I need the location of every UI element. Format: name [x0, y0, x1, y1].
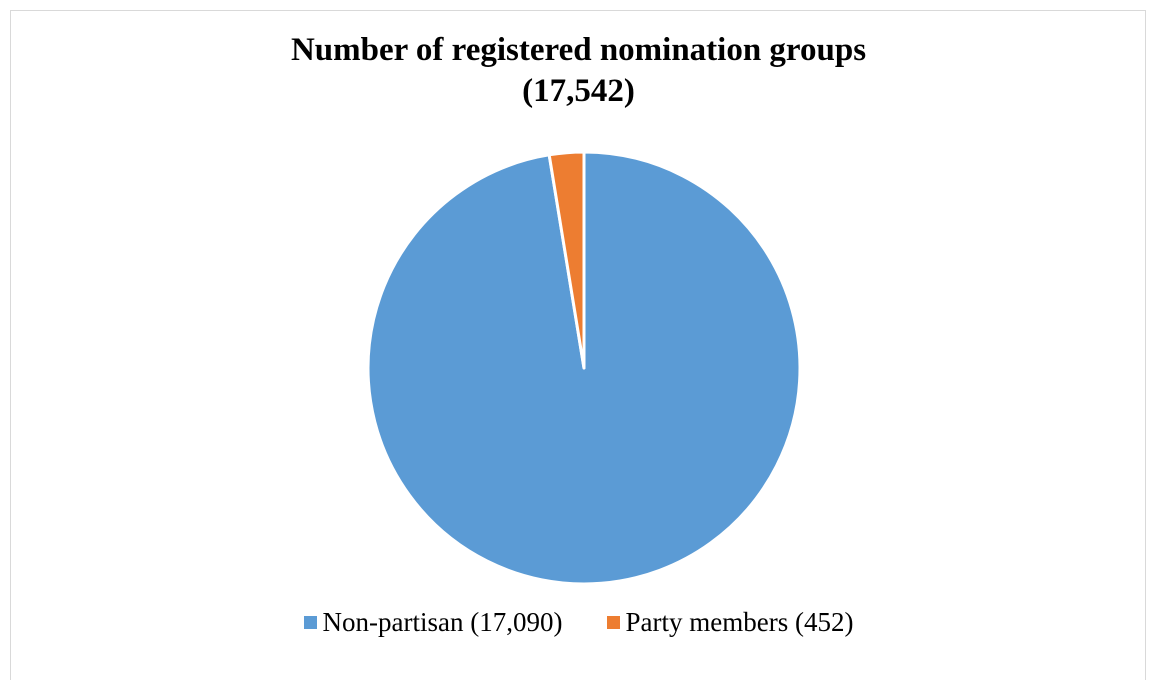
legend-item-party-members: Party members (452)	[606, 607, 854, 638]
legend-swatch-party-members	[606, 616, 620, 629]
chart-legend: Non-partisan (17,090) Party members (452…	[0, 607, 1157, 638]
chart-title-line-2: (17,542)	[522, 73, 635, 109]
legend-swatch-non-partisan	[303, 616, 317, 629]
pie-slice-party-members	[547, 150, 586, 370]
chart-title-line-1: Number of registered nomination groups	[290, 32, 867, 68]
chart-title: Number of registered nomination groups (…	[0, 30, 1157, 112]
legend-label-party-members: Party members (452)	[625, 607, 854, 637]
legend-label-non-partisan: Non-partisan (17,090)	[322, 607, 563, 637]
legend-item-non-partisan: Non-partisan (17,090)	[303, 607, 563, 638]
chart-area	[10, 10, 1146, 680]
